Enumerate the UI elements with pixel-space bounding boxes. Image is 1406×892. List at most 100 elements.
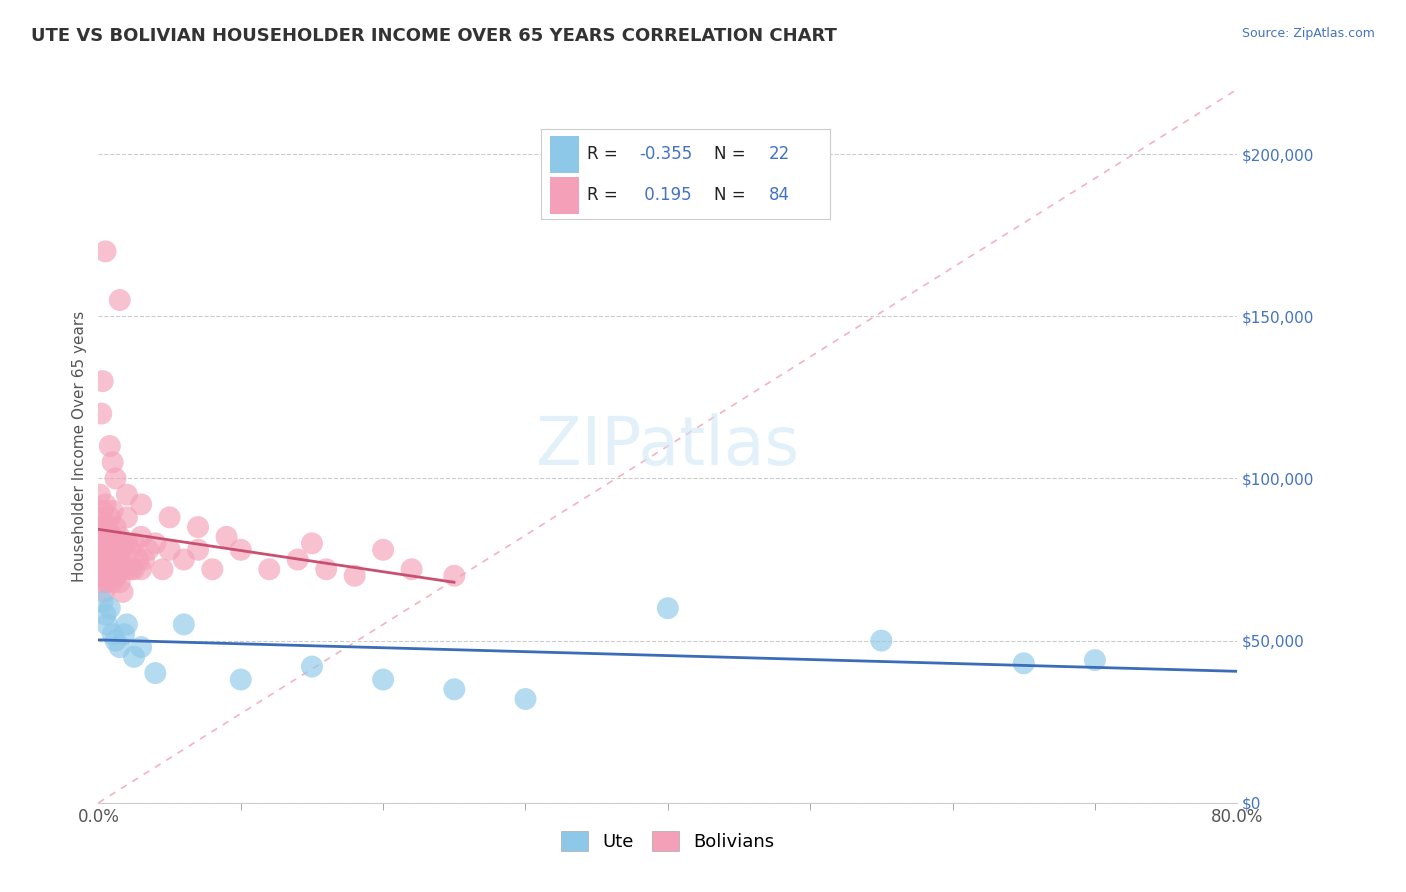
Point: [94, 607, 117, 622]
Point: [371, 542, 394, 557]
Point: [98, 562, 121, 576]
Text: Source: ZipAtlas.com: Source: ZipAtlas.com: [1241, 27, 1375, 40]
Point: [90, 407, 112, 421]
Point: [93, 542, 115, 557]
Point: [107, 542, 129, 557]
Point: [105, 536, 128, 550]
Point: [89, 552, 111, 566]
Point: [100, 530, 122, 544]
Point: [301, 536, 323, 550]
Point: [90, 510, 112, 524]
Point: [129, 562, 152, 576]
Point: [229, 673, 252, 687]
Point: [98, 439, 121, 453]
Point: [104, 633, 127, 648]
Point: [97, 520, 120, 534]
Point: [657, 601, 679, 615]
Text: 0.195: 0.195: [640, 186, 692, 204]
Point: [136, 542, 159, 557]
Point: [115, 536, 138, 550]
Point: [103, 536, 125, 550]
Point: [101, 575, 124, 590]
Point: [96, 575, 118, 590]
Point: [443, 568, 465, 582]
Point: [104, 552, 127, 566]
Point: [101, 530, 124, 544]
Point: [259, 562, 281, 576]
Point: [101, 627, 124, 641]
Point: [201, 562, 224, 576]
Point: [108, 530, 131, 544]
Text: N =: N =: [714, 186, 751, 204]
Point: [1012, 657, 1035, 671]
Point: [115, 510, 138, 524]
Point: [115, 617, 138, 632]
Point: [287, 552, 309, 566]
Point: [93, 585, 115, 599]
Point: [108, 552, 131, 566]
Point: [159, 510, 181, 524]
Point: [112, 627, 135, 641]
Point: [94, 542, 117, 557]
Point: [108, 575, 131, 590]
Point: [112, 536, 135, 550]
Text: ZIPatlas: ZIPatlas: [536, 413, 800, 479]
Point: [98, 601, 121, 615]
Point: [94, 520, 117, 534]
Point: [111, 562, 134, 576]
Text: 84: 84: [769, 186, 790, 204]
Point: [1084, 653, 1107, 667]
Point: [96, 552, 118, 566]
Point: [94, 497, 117, 511]
Text: R =: R =: [588, 145, 623, 163]
Text: N =: N =: [714, 145, 751, 163]
Point: [301, 659, 323, 673]
FancyBboxPatch shape: [550, 136, 579, 173]
Point: [122, 536, 145, 550]
Point: [90, 536, 112, 550]
Point: [343, 568, 366, 582]
Point: [91, 552, 114, 566]
Text: 22: 22: [769, 145, 790, 163]
Point: [101, 455, 124, 469]
Point: [173, 617, 195, 632]
Point: [100, 552, 122, 566]
Point: [101, 552, 124, 566]
Point: [101, 504, 124, 518]
Point: [104, 471, 127, 485]
Point: [145, 666, 167, 681]
Point: [515, 692, 537, 706]
Point: [215, 530, 238, 544]
Point: [371, 673, 394, 687]
Point: [118, 542, 141, 557]
Point: [187, 542, 209, 557]
Text: R =: R =: [588, 186, 623, 204]
Point: [159, 542, 181, 557]
Point: [443, 682, 465, 697]
Point: [105, 568, 128, 582]
Point: [315, 562, 337, 576]
Point: [129, 640, 152, 654]
Point: [120, 562, 142, 576]
Point: [96, 530, 118, 544]
Point: [129, 497, 152, 511]
Point: [187, 520, 209, 534]
Point: [97, 552, 120, 566]
Point: [89, 520, 111, 534]
Text: -0.355: -0.355: [640, 145, 693, 163]
Point: [91, 595, 114, 609]
Point: [129, 530, 152, 544]
Point: [94, 568, 117, 582]
Point: [152, 562, 174, 576]
Point: [145, 536, 167, 550]
Point: [98, 510, 121, 524]
Point: [115, 488, 138, 502]
Point: [401, 562, 423, 576]
Y-axis label: Householder Income Over 65 years: Householder Income Over 65 years: [72, 310, 87, 582]
Point: [108, 293, 131, 307]
Point: [173, 552, 195, 566]
FancyBboxPatch shape: [550, 177, 579, 214]
Point: [94, 244, 117, 259]
Point: [110, 542, 132, 557]
Point: [111, 585, 134, 599]
